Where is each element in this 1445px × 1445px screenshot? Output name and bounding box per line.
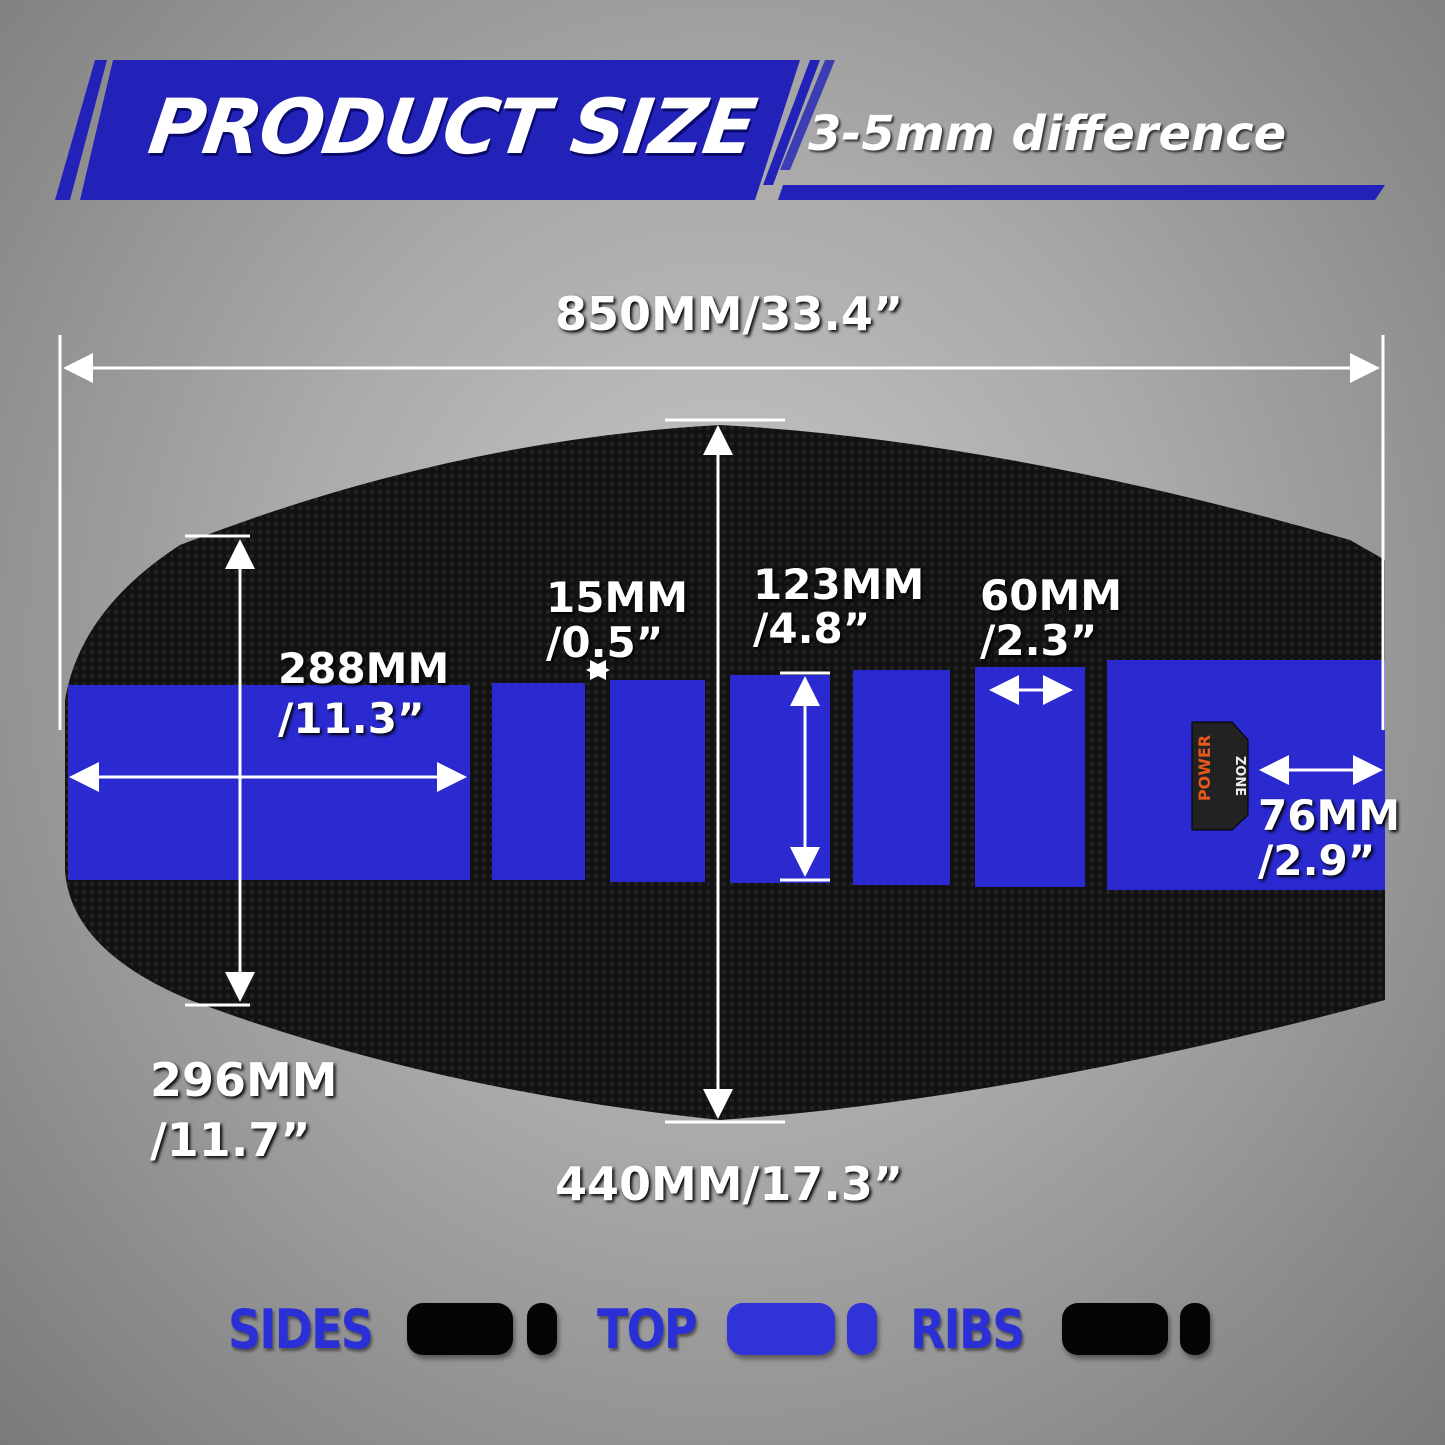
title-banner [55, 60, 1385, 200]
rear-panel-in-label: /2.9” [1258, 836, 1376, 885]
legend-ribs-swatch [1062, 1303, 1168, 1355]
front-panel-mm-label: 288MM [278, 644, 450, 693]
front-panel-in-label: /11.3” [278, 694, 425, 743]
legend-top-label: TOP [597, 1298, 698, 1361]
front-width-mm-label: 296MM [150, 1053, 338, 1107]
legend-top-dot [847, 1303, 877, 1355]
front-width-in-label: /11.7” [150, 1113, 311, 1167]
rib-gap-mm-label: 15MM [546, 573, 689, 622]
band-height-mm-label: 123MM [753, 560, 925, 609]
legend-ribs-label: RIBS [910, 1298, 1025, 1361]
legend-sides-label: SIDES [228, 1298, 374, 1361]
legend-sides-swatch [407, 1303, 513, 1355]
rib-gap-in-label: /0.5” [546, 618, 664, 667]
panel-width-mm-label: 60MM [980, 571, 1123, 620]
size-tolerance-note: 3-5mm difference [808, 106, 1287, 162]
band-height-in-label: /4.8” [753, 604, 871, 653]
overall-length-label: 850MM/33.4” [555, 287, 904, 341]
svg-text:ZONE: ZONE [1232, 756, 1247, 796]
legend-ribs-dot [1180, 1303, 1210, 1355]
power-zone-logo: POWER ZONE [1191, 721, 1249, 831]
panel-width-in-label: /2.3” [980, 616, 1098, 665]
legend-top-swatch [727, 1303, 835, 1355]
rear-panel-mm-label: 76MM [1258, 791, 1401, 840]
center-width-label: 440MM/17.3” [555, 1157, 904, 1211]
svg-text:POWER: POWER [1195, 735, 1214, 801]
legend-sides-dot [527, 1303, 557, 1355]
